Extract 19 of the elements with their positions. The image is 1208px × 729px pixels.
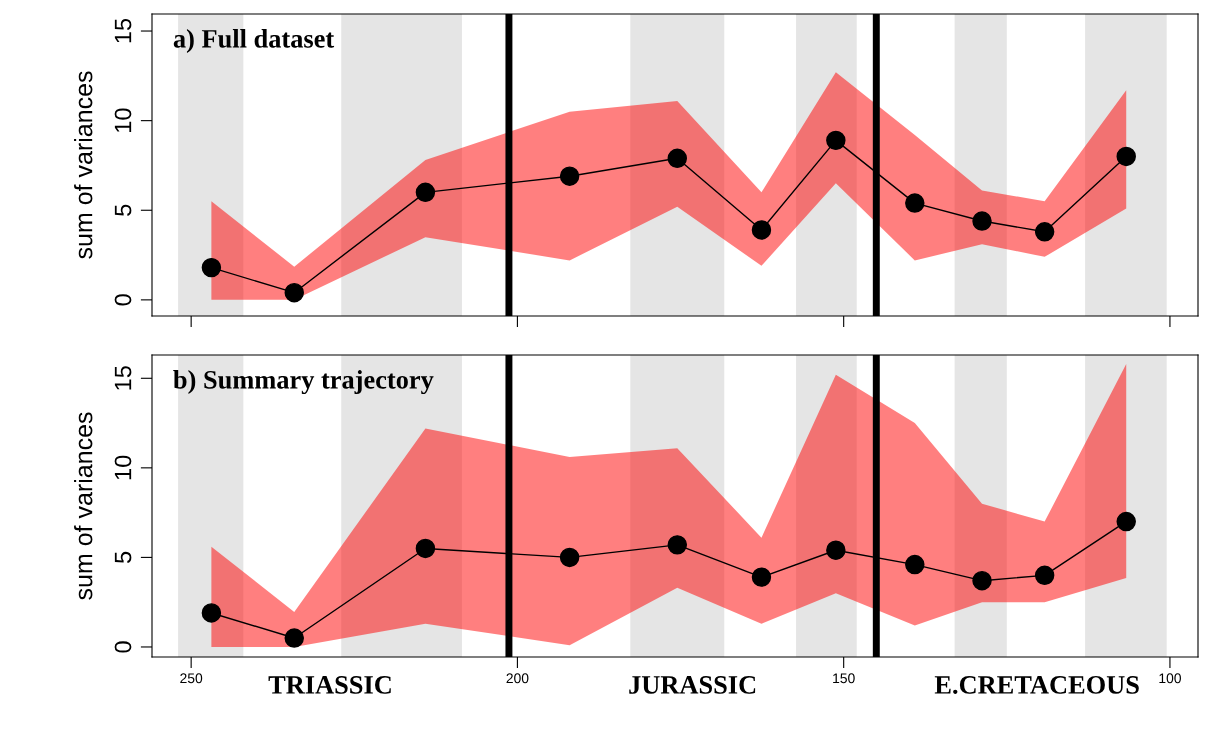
text: a) Full dataset [173, 29, 335, 54]
x-tick-label: 150 [833, 673, 855, 684]
y-axis-title: sum of variances [74, 71, 93, 259]
text: b) Summary trajectory [173, 370, 434, 395]
text: E.CRETACEOUS [934, 676, 1139, 694]
y-tick-label: 0 [114, 294, 132, 306]
x-tick-label: 250 [180, 673, 203, 684]
y-tick-label: 5 [114, 551, 132, 564]
y-tick-label: 0 [114, 641, 132, 653]
text: TRIASSIC [268, 676, 391, 694]
y-axis-title: sum of variances [74, 412, 93, 600]
y-tick-label: 15 [114, 18, 132, 43]
text: JURASSIC [629, 676, 756, 694]
y-tick-label: 10 [114, 455, 132, 480]
y-tick-label: 5 [114, 204, 132, 216]
x-tick-label: 200 [506, 673, 529, 684]
y-tick-label: 10 [114, 108, 132, 132]
y-tick-label: 15 [114, 366, 132, 390]
x-tick-label: 100 [1159, 673, 1181, 684]
